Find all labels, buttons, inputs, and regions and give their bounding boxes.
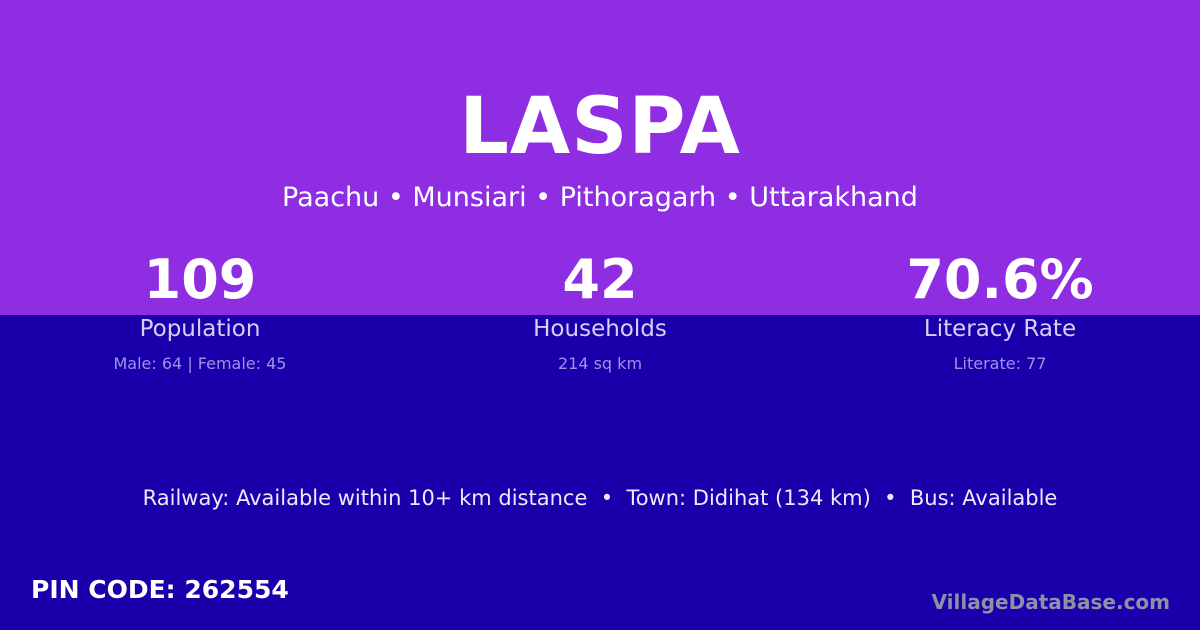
location-breadcrumb: Paachu • Munsiari • Pithoragarh • Uttara… <box>282 182 918 213</box>
stat-value: 109 <box>143 248 257 311</box>
stat-label: Literacy Rate <box>923 316 1077 342</box>
stat-value: 70.6% <box>906 248 1094 311</box>
stat-value: 42 <box>562 248 638 311</box>
header-band <box>0 0 1200 315</box>
stat-literacy: 70.6% Literacy Rate Literate: 77 <box>800 248 1200 373</box>
connectivity-info: Railway: Available within 10+ km distanc… <box>142 486 1058 510</box>
pin-code: PIN CODE: 262554 <box>31 575 289 604</box>
stat-detail: Literate: 77 <box>953 354 1047 373</box>
stat-population: 109 Population Male: 64 | Female: 45 <box>0 248 400 373</box>
stat-label: Population <box>139 316 261 342</box>
stat-detail: 214 sq km <box>557 354 643 373</box>
stat-detail: Male: 64 | Female: 45 <box>113 354 287 373</box>
brand-watermark: VillageDataBase.com <box>931 590 1170 614</box>
stat-label: Households <box>533 316 667 342</box>
stat-households: 42 Households 214 sq km <box>400 248 800 373</box>
village-name: LASPA <box>459 82 741 172</box>
